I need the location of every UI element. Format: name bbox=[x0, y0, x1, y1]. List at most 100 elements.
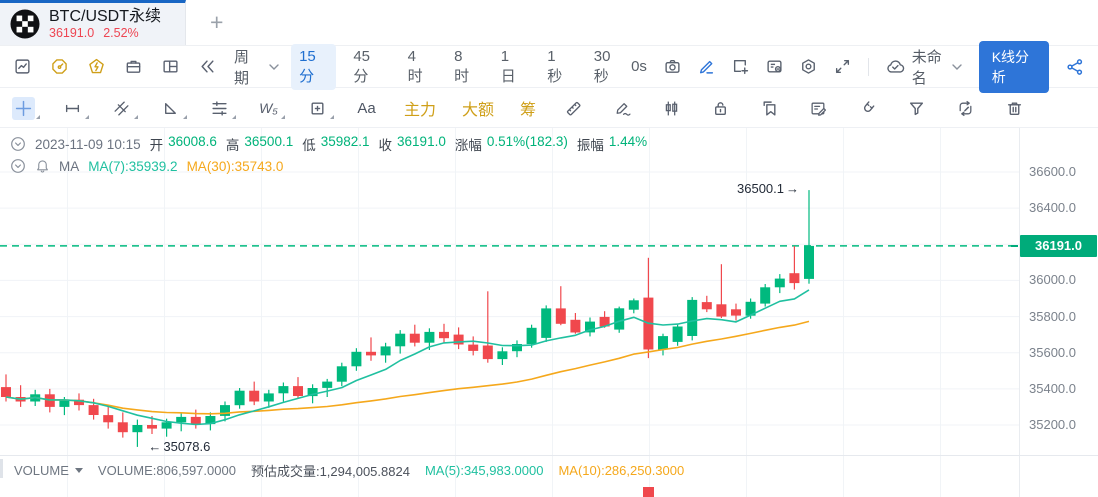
pane-separator[interactable] bbox=[0, 455, 1098, 456]
fullscreen-icon[interactable] bbox=[834, 58, 851, 75]
bookmark-tool[interactable] bbox=[758, 97, 781, 120]
pane-grip[interactable] bbox=[0, 459, 3, 478]
gridline bbox=[67, 128, 68, 497]
alert-bell-icon[interactable] bbox=[35, 159, 50, 174]
elliott-wave-tool[interactable]: W₅ bbox=[257, 97, 285, 120]
chevron-down-icon bbox=[952, 63, 962, 70]
settings-gear-icon[interactable] bbox=[800, 58, 817, 75]
ma7-value: MA(7):35939.2 bbox=[88, 158, 178, 174]
current-price-badge: 36191.0 bbox=[1020, 234, 1097, 257]
legend-high: 高 36500.1 bbox=[225, 134, 294, 153]
volume-indicator-dropdown[interactable]: VOLUME bbox=[14, 463, 83, 478]
large-order-tool[interactable]: 大额 bbox=[462, 102, 495, 119]
gridline bbox=[261, 128, 262, 497]
replay-rewind-icon[interactable] bbox=[199, 58, 216, 75]
tab-bar: BTC/USDT永续 36191.0 2.52% + bbox=[0, 0, 1098, 46]
axis-price-label: 36000.0 bbox=[1029, 272, 1076, 288]
tab-symbol: BTC/USDT永续 bbox=[49, 8, 162, 25]
tab-change: 2.52% bbox=[103, 26, 139, 40]
price-chart[interactable] bbox=[0, 128, 1098, 455]
cloud-sync-icon bbox=[886, 59, 905, 74]
coin-logo-icon bbox=[10, 9, 40, 39]
legend-amplitude: 振幅 1.44% bbox=[576, 134, 648, 153]
indicator-window-icon[interactable] bbox=[766, 58, 783, 75]
workspace-name: 未命名 bbox=[911, 48, 942, 87]
flash-order-icon[interactable] bbox=[88, 58, 105, 75]
volume-legend: VOLUME VOLUME:806,597.0000 预估成交量:1,294,0… bbox=[14, 460, 684, 480]
delete-drawing-tool[interactable] bbox=[1003, 97, 1026, 120]
gridline bbox=[455, 128, 456, 497]
screenshot-frame-icon[interactable] bbox=[732, 58, 749, 75]
magnet-tool[interactable] bbox=[856, 97, 879, 120]
legend-low: 低 35982.1 bbox=[302, 134, 370, 153]
timeframe-1d[interactable]: 1日 bbox=[500, 47, 516, 85]
timeframe-4h[interactable]: 4时 bbox=[407, 47, 423, 85]
legend-open: 开 36008.6 bbox=[149, 134, 217, 153]
fib-retracement-tool[interactable] bbox=[208, 97, 236, 120]
filter-tool[interactable] bbox=[905, 97, 928, 120]
timeframe-1s[interactable]: 1秒 bbox=[547, 47, 563, 85]
main-force-tool[interactable]: 主力 bbox=[404, 102, 437, 119]
market-gauge-icon[interactable] bbox=[51, 58, 68, 75]
legend-close: 收 36191.0 bbox=[378, 134, 446, 153]
gridline bbox=[552, 128, 553, 497]
brush-tool[interactable] bbox=[611, 97, 634, 120]
share-icon[interactable] bbox=[1066, 58, 1084, 76]
workspace-dropdown[interactable]: 未命名 bbox=[886, 46, 962, 88]
camera-icon[interactable] bbox=[664, 58, 681, 75]
parallel-channel-tool[interactable] bbox=[110, 97, 138, 120]
axis-price-label: 35400.0 bbox=[1029, 380, 1076, 396]
layout-panels-icon[interactable] bbox=[162, 58, 179, 75]
tab-price: 36191.0 bbox=[49, 26, 95, 40]
collapse-chevron-icon[interactable] bbox=[10, 158, 26, 174]
timeframe-30s[interactable]: 30秒 bbox=[593, 47, 611, 85]
tab-btcusdt-perpetual[interactable]: BTC/USDT永续 36191.0 2.52% bbox=[0, 0, 186, 45]
high-price-annotation: 36500.1 → bbox=[737, 181, 799, 197]
lock-tool[interactable] bbox=[709, 97, 732, 120]
axis-price-label: 36600.0 bbox=[1029, 164, 1076, 179]
text-tool[interactable]: Aa bbox=[357, 99, 376, 117]
ruler-tool[interactable] bbox=[562, 97, 585, 120]
axis-price-label: 35600.0 bbox=[1029, 344, 1076, 360]
legend-change: 涨幅 0.51%(182.3) bbox=[454, 134, 568, 153]
volume-dropdown-icon bbox=[74, 467, 83, 473]
current-price-tick bbox=[1011, 244, 1018, 247]
draw-pencil-icon[interactable] bbox=[698, 58, 715, 75]
volume-ma5: MA(5):345,983.0000 bbox=[424, 462, 544, 478]
kline-analysis-button[interactable]: K线分析 bbox=[978, 40, 1049, 93]
crosshair-tool[interactable] bbox=[12, 96, 40, 120]
position-tool[interactable] bbox=[306, 97, 334, 120]
replay-speed[interactable]: 0s bbox=[631, 58, 647, 75]
tab-quote: 36191.0 2.52% bbox=[49, 26, 161, 40]
volume-estimate: 预估成交量:1,294,005.8824 bbox=[250, 463, 410, 479]
ma30-value: MA(30):35743.0 bbox=[186, 158, 284, 174]
briefcase-icon[interactable] bbox=[125, 58, 142, 75]
low-price-annotation: ← 35078.6 bbox=[148, 438, 211, 454]
axis-price-label: 35200.0 bbox=[1029, 417, 1076, 432]
gridline bbox=[940, 128, 941, 497]
drawing-toolbar: W₅ Aa 主力 大额 筹 bbox=[0, 89, 1098, 128]
collapse-chevron-icon[interactable] bbox=[10, 136, 26, 152]
candlestick-canvas bbox=[0, 171, 1019, 447]
chips-tool[interactable]: 筹 bbox=[520, 102, 537, 119]
timeframe-45m[interactable]: 45分 bbox=[353, 47, 371, 85]
reset-drawing-tool[interactable] bbox=[954, 97, 977, 120]
ohlc-legend: 2023-11-09 10:15 开 36008.6 高 36500.1 低 3598… bbox=[10, 134, 647, 154]
timeframe-15m[interactable]: 15分 bbox=[291, 43, 337, 90]
volume-value: VOLUME:806,597.0000 bbox=[97, 462, 236, 478]
new-tab-button[interactable]: + bbox=[210, 9, 224, 35]
axis-price-label: 35800.0 bbox=[1029, 308, 1076, 324]
kline-chart-icon[interactable] bbox=[14, 58, 31, 75]
kline-pattern-tool[interactable] bbox=[660, 97, 683, 120]
shape-triangle-tool[interactable] bbox=[159, 97, 187, 120]
trendline-tool[interactable] bbox=[61, 97, 89, 120]
order-note-tool[interactable] bbox=[807, 97, 830, 120]
toolbar-divider bbox=[867, 57, 869, 76]
gridline bbox=[358, 128, 359, 497]
volume-bar bbox=[643, 487, 655, 497]
timeframe-8h[interactable]: 8时 bbox=[454, 47, 470, 85]
period-dropdown[interactable]: 周期 bbox=[234, 46, 279, 88]
gridline bbox=[843, 128, 844, 497]
timeframe-list: 15分 45分 4时 8时 1日 1秒 30秒 bbox=[291, 43, 631, 90]
candle-datetime: 2023-11-09 10:15 bbox=[35, 136, 141, 152]
